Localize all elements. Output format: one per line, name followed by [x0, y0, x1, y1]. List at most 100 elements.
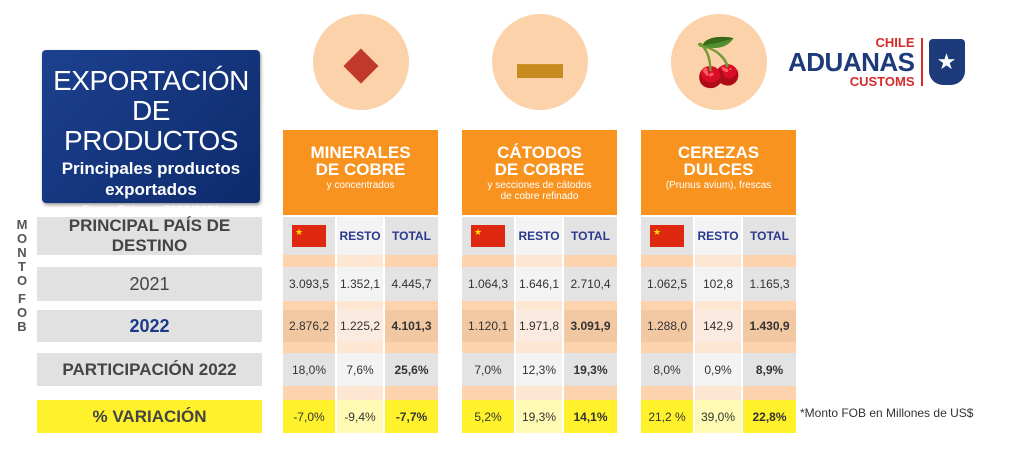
value-y2021: 2.710,4 [564, 267, 617, 301]
shield-icon: ★ [928, 39, 965, 85]
product-header: CEREZAS DULCES (Prunus avium), frescas [641, 130, 796, 215]
china-flag-cell [641, 217, 693, 255]
spacer [283, 342, 335, 353]
title-line1: EXPORTACIÓN [53, 65, 249, 96]
value-participacion: 7,0% [462, 353, 514, 386]
value-y2022: 1.225,2 [337, 310, 383, 342]
value-variacion: -7,0% [283, 400, 335, 433]
row-label-2022: 2022 [37, 310, 262, 342]
value-y2021: 1.352,1 [337, 267, 383, 301]
spacer [516, 301, 562, 310]
row-label-destino: PRINCIPAL PAÍS DE DESTINO [37, 216, 262, 255]
value-participacion: 0,9% [695, 353, 741, 386]
product-header: CÁTODOS DE COBRE y secciones de cátodos d… [462, 130, 617, 215]
aduanas-logo: CHILE ADUANAS CUSTOMS ★ [788, 36, 965, 88]
china-flag-icon [292, 225, 326, 247]
spacer [695, 301, 741, 310]
spacer [462, 342, 514, 353]
value-y2021: 1.064,3 [462, 267, 514, 301]
spacer [564, 386, 617, 400]
spacer [743, 255, 796, 267]
row-label-variacion: % VARIACIÓN [37, 400, 262, 433]
china-flag-icon [471, 225, 505, 247]
value-participacion: 7,6% [337, 353, 383, 386]
spacer [462, 255, 514, 267]
value-y2022: 4.101,3 [385, 310, 438, 342]
col-header-total: TOTAL [564, 217, 617, 255]
value-y2021: 3.093,5 [283, 267, 335, 301]
spacer [516, 342, 562, 353]
spacer [695, 255, 741, 267]
value-variacion: -7,7% [385, 400, 438, 433]
value-y2021: 1.062,5 [641, 267, 693, 301]
spacer [385, 386, 438, 400]
product-subtitle: y concentrados [326, 180, 395, 191]
value-variacion: -9,4% [337, 400, 383, 433]
spacer [385, 301, 438, 310]
subtitle-line2: exportados [105, 180, 197, 199]
spacer [564, 255, 617, 267]
spacer [641, 386, 693, 400]
spacer [283, 255, 335, 267]
product-subtitle: y secciones de cátodos de cobre refinado [487, 180, 592, 202]
product-header: MINERALES DE COBRE y concentrados [283, 130, 438, 215]
value-variacion: 14,1% [564, 400, 617, 433]
spacer [516, 255, 562, 267]
title-box: EXPORTACIÓN DE PRODUCTOS Principales pro… [42, 50, 260, 217]
value-y2021: 1.646,1 [516, 267, 562, 301]
spacer [337, 255, 383, 267]
value-y2022: 1.971,8 [516, 310, 562, 342]
title-line2: DE PRODUCTOS [64, 95, 238, 156]
china-flag-cell [462, 217, 514, 255]
spacer [385, 342, 438, 353]
subtitle-line1: Principales productos [61, 159, 241, 178]
value-y2021: 4.445,7 [385, 267, 438, 301]
value-y2021: 1.165,3 [743, 267, 796, 301]
spacer [385, 255, 438, 267]
product-name: CEREZAS DULCES [677, 143, 760, 179]
spacer [337, 386, 383, 400]
china-flag-icon [650, 225, 684, 247]
value-variacion: 5,2% [462, 400, 514, 433]
spacer [743, 301, 796, 310]
copper-cathode-icon: ▬ [492, 14, 588, 110]
value-participacion: 18,0% [283, 353, 335, 386]
spacer [516, 386, 562, 400]
spacer [564, 301, 617, 310]
spacer [641, 301, 693, 310]
value-y2022: 2.876,2 [283, 310, 335, 342]
value-variacion: 22,8% [743, 400, 796, 433]
row-label-2021: 2021 [37, 267, 262, 301]
spacer [641, 255, 693, 267]
col-header-resto: RESTO [337, 217, 383, 255]
value-participacion: 19,3% [564, 353, 617, 386]
row-label-participacion: PARTICIPACIÓN 2022 [37, 353, 262, 386]
value-y2022: 1.120,1 [462, 310, 514, 342]
value-variacion: 21,2 % [641, 400, 693, 433]
logo-aduanas: ADUANAS [788, 47, 915, 77]
value-y2022: 1.288,0 [641, 310, 693, 342]
value-y2022: 3.091,9 [564, 310, 617, 342]
value-y2021: 102,8 [695, 267, 741, 301]
value-y2022: 1.430,9 [743, 310, 796, 342]
spacer [283, 386, 335, 400]
value-variacion: 39,0% [695, 400, 741, 433]
value-participacion: 12,3% [516, 353, 562, 386]
spacer [695, 342, 741, 353]
col-header-resto: RESTO [516, 217, 562, 255]
spacer [695, 386, 741, 400]
footnote: *Monto FOB en Millones de US$ [800, 406, 974, 420]
spacer [283, 301, 335, 310]
product-name: CÁTODOS DE COBRE [494, 143, 585, 179]
spacer [641, 342, 693, 353]
period: Enero-Febrero 2022/2021 [81, 203, 221, 217]
value-participacion: 8,0% [641, 353, 693, 386]
spacer [462, 386, 514, 400]
china-flag-cell [283, 217, 335, 255]
spacer [743, 342, 796, 353]
minerals-icon: ◆ [313, 14, 409, 110]
value-participacion: 25,6% [385, 353, 438, 386]
spacer [564, 342, 617, 353]
value-variacion: 19,3% [516, 400, 562, 433]
